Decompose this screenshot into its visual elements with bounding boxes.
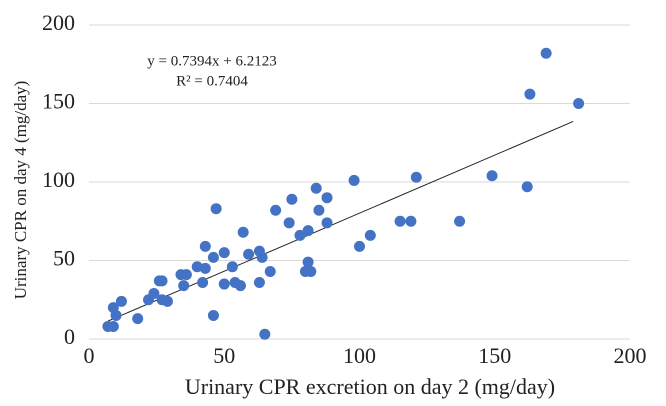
equation: y = 0.7394x + 6.2123 <box>147 53 276 69</box>
point <box>148 287 160 299</box>
x-axis-title: Urinary CPR excretion on day 2 (mg/day) <box>185 374 555 399</box>
point <box>410 171 422 183</box>
point <box>540 47 552 59</box>
x-tick-label: 100 <box>343 343 376 368</box>
point <box>210 203 222 215</box>
y-tick-label: 0 <box>64 324 75 349</box>
point <box>115 295 127 307</box>
point <box>207 309 219 321</box>
point <box>524 88 536 100</box>
point <box>180 269 192 281</box>
trendline <box>107 120 574 322</box>
point <box>256 251 268 263</box>
point <box>305 265 317 277</box>
point <box>264 265 276 277</box>
r-squared: R² = 0.7404 <box>176 73 248 89</box>
point <box>302 225 314 237</box>
point <box>237 226 249 238</box>
x-tick-label: 50 <box>213 343 235 368</box>
point <box>107 320 119 332</box>
point <box>132 313 144 325</box>
point <box>218 278 230 290</box>
x-tick-label: 0 <box>84 343 95 368</box>
point <box>243 248 255 260</box>
point <box>310 182 322 194</box>
point <box>283 217 295 229</box>
x-tick-label: 200 <box>614 343 647 368</box>
y-tick-label: 100 <box>42 167 75 192</box>
point <box>321 217 333 229</box>
point <box>354 240 365 252</box>
point <box>199 240 211 252</box>
point <box>521 181 533 193</box>
point <box>218 247 230 259</box>
point <box>348 174 360 186</box>
point <box>573 98 585 109</box>
point <box>302 256 314 268</box>
point <box>234 280 246 292</box>
y-axis-title: Urinary CPR on day 4 (mg/day) <box>11 81 30 300</box>
point <box>226 261 238 273</box>
point <box>394 215 406 227</box>
point <box>405 215 417 227</box>
point <box>364 229 376 241</box>
y-tick-label: 150 <box>42 89 75 114</box>
point <box>321 192 333 204</box>
point <box>110 309 122 321</box>
point <box>197 276 209 288</box>
point <box>161 295 173 307</box>
point <box>207 251 219 263</box>
y-tick-label: 50 <box>53 246 75 271</box>
point <box>270 204 282 216</box>
point <box>259 328 271 340</box>
point <box>178 280 190 292</box>
point <box>454 215 466 227</box>
point <box>156 275 168 287</box>
point <box>199 262 211 274</box>
point <box>294 229 306 241</box>
point <box>253 276 265 288</box>
point <box>313 204 325 216</box>
point <box>286 193 298 205</box>
point <box>486 170 498 182</box>
x-tick-label: 150 <box>478 343 511 368</box>
y-tick-label: 200 <box>42 10 75 35</box>
